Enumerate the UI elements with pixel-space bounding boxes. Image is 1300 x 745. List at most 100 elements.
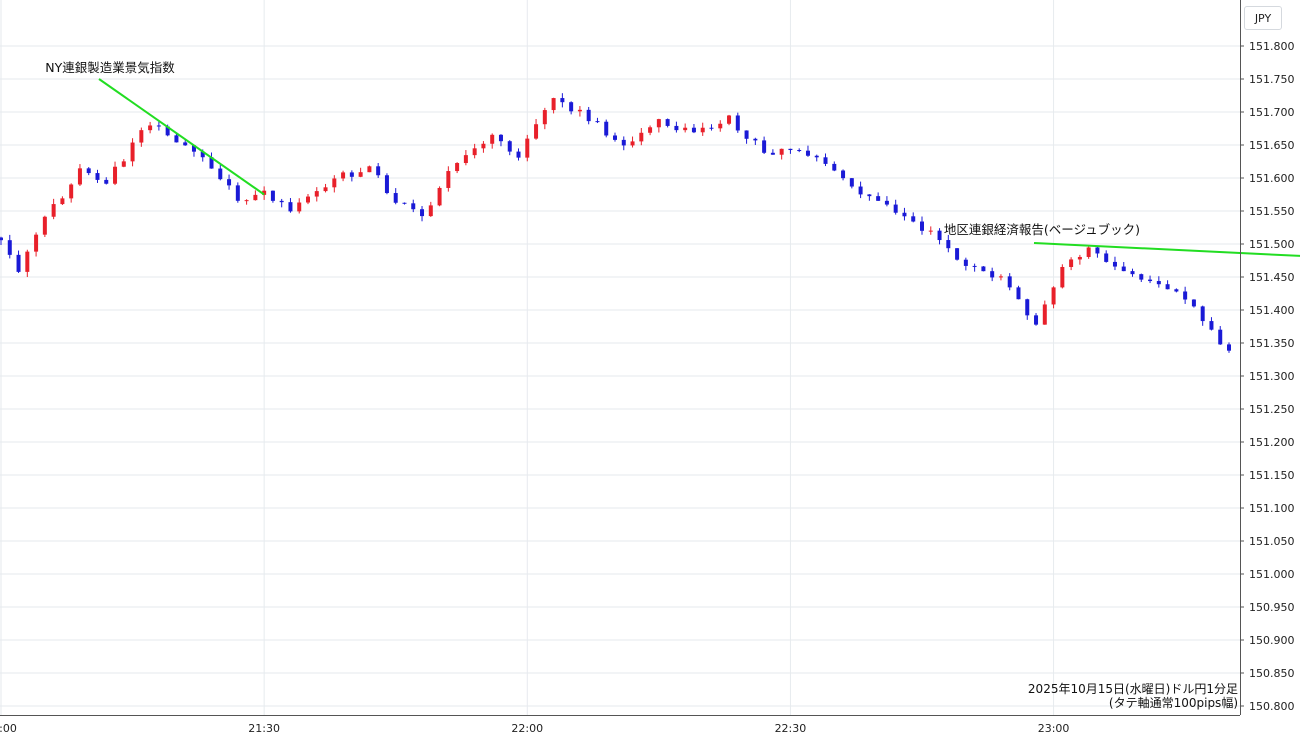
candle-body [639,132,644,142]
x-tick-label: 23:00 [1038,722,1070,735]
candle-body [200,151,205,158]
currency-unit-badge[interactable]: JPY [1244,6,1282,30]
candle-body [1034,315,1039,325]
candle-body [1051,287,1056,305]
annotation-label: NY連銀製造業景気指数 [45,60,175,75]
candle-body [876,196,881,201]
candle-body [314,191,319,197]
candle-body [463,155,468,164]
candle-body [805,150,810,156]
candle-body [683,127,688,131]
candle-body [911,216,916,222]
candle-body [542,110,547,125]
candle-body [393,193,398,203]
candle-body [323,187,328,192]
candle-body [656,119,661,128]
y-tick-label: 151.200 [1249,436,1295,449]
candle-body [69,184,74,199]
candle-body [534,124,539,139]
candle-body [718,123,723,129]
candle-body [183,142,188,146]
chart-caption-line2: (タテ軸通常100pips幅) [1109,695,1238,710]
candle-body [937,230,942,241]
candle-body [920,221,924,231]
candle-body [1148,279,1153,282]
candle-body [779,148,784,155]
candle-body [174,135,179,143]
y-tick-label: 151.800 [1249,40,1295,53]
candle-body [963,259,968,266]
y-tick-label: 151.150 [1249,469,1295,482]
candle-body [402,202,407,204]
y-tick-label: 151.550 [1249,205,1295,218]
candle-body [367,166,372,173]
y-tick-label: 151.750 [1249,73,1295,86]
x-tick-label: 22:00 [511,722,543,735]
candle-body [455,163,460,172]
candle-body [1016,287,1021,300]
candle-body [990,271,995,278]
candle-body [1086,247,1091,257]
candle-body [560,98,565,103]
candle-body [262,190,267,195]
candle-body [1060,266,1065,288]
candle-body [893,204,898,213]
candle-body [709,127,714,129]
candle-body [384,175,389,194]
candle-body [60,198,65,205]
candle-body [1095,247,1100,254]
candle-body [244,200,249,202]
y-tick-label: 151.400 [1249,304,1295,317]
candle-body [1069,259,1074,267]
candle-body [867,194,872,197]
candle-body [700,127,705,133]
candle-body [665,119,670,126]
candle-body [613,135,617,140]
x-tick-label: 21:00 [0,722,17,735]
y-tick-label: 150.950 [1249,601,1295,614]
candle-body [1165,284,1170,290]
candle-body [691,127,696,133]
annotation-line [1033,242,1300,257]
candle-body [306,196,310,203]
candle-body [490,134,495,144]
candles [0,93,1231,353]
y-tick-label: 151.600 [1249,172,1295,185]
candle-body [1218,329,1223,345]
candle-body [1042,304,1047,325]
y-tick-label: 150.800 [1249,700,1295,713]
y-tick-label: 151.300 [1249,370,1295,383]
candle-body [586,109,591,122]
candle-body [797,150,802,152]
candle-body [481,143,486,149]
time-axis[interactable]: 21:0021:3022:0022:3023:0023:301600:3001:… [0,722,1300,735]
y-tick-label: 151.450 [1249,271,1295,284]
y-tick-label: 151.700 [1249,106,1295,119]
candle-body [753,138,758,141]
candle-body [832,163,837,171]
candle-body [1183,291,1188,300]
candle-body [288,202,293,212]
candle-body [121,161,126,167]
candle-body [648,127,653,133]
candle-body [165,126,170,136]
candle-body [358,172,363,177]
candle-body [1139,274,1144,280]
candle-body [884,200,889,205]
price-axis[interactable]: 151.800 151.750 151.700 151.650 151.600 151.5… [1240,40,1295,713]
candle-body [349,172,354,177]
candle-body [86,168,91,174]
candle-body [902,212,907,217]
candle-body [42,216,47,235]
candle-body [1200,306,1205,322]
candle-body [428,205,433,217]
candle-body [735,115,740,131]
candle-body [1007,276,1012,288]
candle-body [1025,299,1030,316]
candle-body [762,140,767,153]
candle-body [1209,321,1214,330]
candle-body [858,186,863,195]
candle-body [1112,261,1117,267]
